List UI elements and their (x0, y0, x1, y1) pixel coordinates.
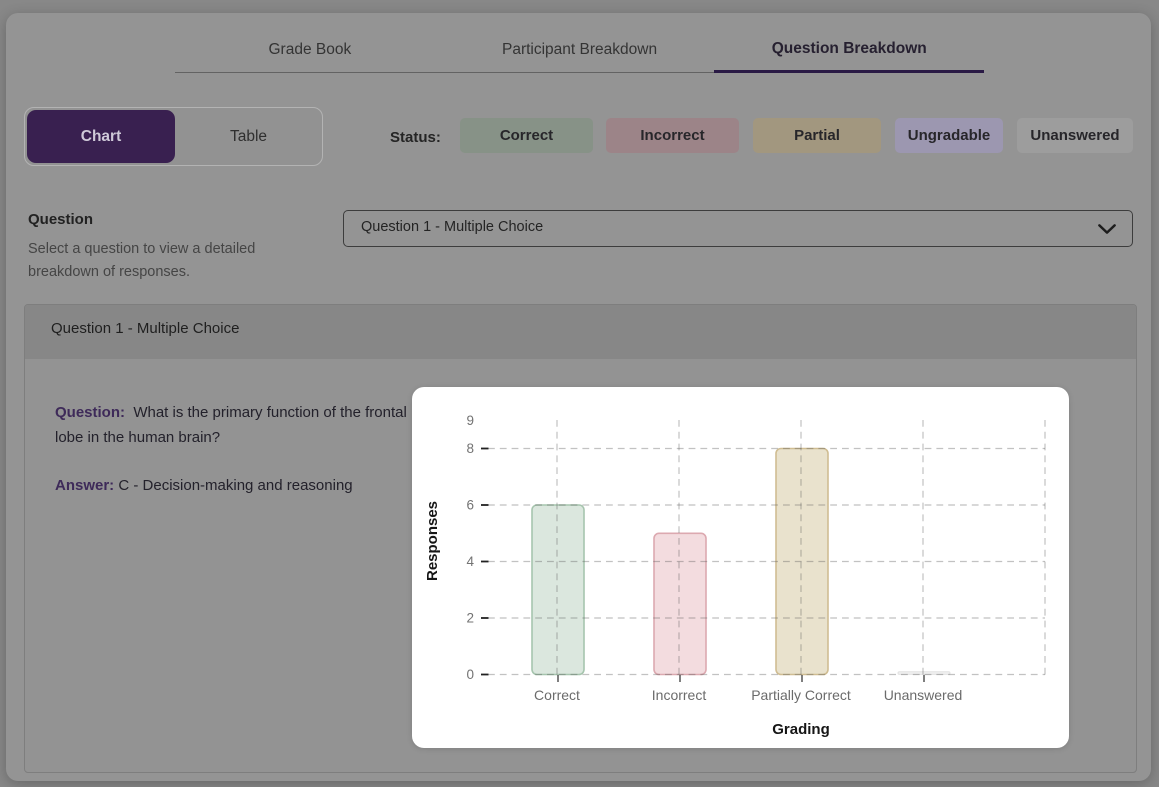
svg-text:Incorrect: Incorrect (652, 687, 707, 703)
svg-text:6: 6 (466, 498, 474, 513)
svg-text:Partially Correct: Partially Correct (751, 687, 851, 703)
svg-text:2: 2 (466, 611, 474, 626)
svg-text:Responses: Responses (424, 501, 441, 581)
svg-text:Grading: Grading (772, 721, 830, 738)
svg-text:Unanswered: Unanswered (884, 687, 963, 703)
svg-text:9: 9 (466, 413, 474, 428)
svg-text:8: 8 (466, 441, 474, 456)
svg-text:0: 0 (466, 667, 474, 682)
svg-text:Correct: Correct (534, 687, 580, 703)
svg-text:4: 4 (466, 554, 474, 569)
